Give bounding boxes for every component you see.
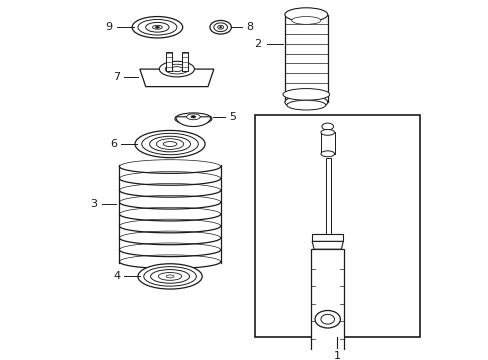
Ellipse shape	[156, 139, 183, 149]
Ellipse shape	[138, 264, 202, 289]
Ellipse shape	[314, 310, 340, 328]
Ellipse shape	[152, 25, 162, 29]
Ellipse shape	[163, 141, 177, 147]
Ellipse shape	[132, 17, 183, 38]
Ellipse shape	[186, 114, 200, 120]
Ellipse shape	[217, 25, 223, 29]
Bar	[166, 51, 172, 71]
Ellipse shape	[213, 23, 227, 32]
Polygon shape	[140, 69, 213, 87]
Ellipse shape	[320, 151, 334, 157]
Text: 3: 3	[90, 199, 98, 210]
Ellipse shape	[145, 22, 169, 32]
Ellipse shape	[219, 27, 221, 28]
Bar	[310, 249, 344, 354]
Ellipse shape	[285, 8, 327, 21]
Text: 7: 7	[113, 72, 120, 82]
Ellipse shape	[159, 61, 194, 77]
Ellipse shape	[158, 273, 182, 280]
Ellipse shape	[143, 267, 196, 286]
Ellipse shape	[175, 113, 211, 125]
Ellipse shape	[171, 67, 183, 72]
Ellipse shape	[209, 21, 231, 34]
Text: 2: 2	[254, 39, 261, 49]
Text: 4: 4	[113, 271, 120, 282]
Ellipse shape	[291, 17, 320, 24]
Bar	[311, 234, 343, 241]
Ellipse shape	[165, 64, 188, 74]
Ellipse shape	[138, 19, 177, 35]
Polygon shape	[311, 241, 343, 249]
Ellipse shape	[283, 89, 329, 100]
Text: 1: 1	[333, 351, 340, 360]
Text: 9: 9	[105, 22, 112, 32]
Text: 6: 6	[110, 139, 117, 149]
Ellipse shape	[155, 26, 159, 28]
Ellipse shape	[149, 136, 190, 152]
Ellipse shape	[135, 130, 204, 158]
Polygon shape	[176, 117, 210, 126]
Ellipse shape	[142, 133, 198, 155]
Ellipse shape	[286, 100, 325, 110]
Bar	[320, 132, 334, 154]
Ellipse shape	[320, 314, 334, 324]
Ellipse shape	[320, 130, 334, 135]
Bar	[325, 158, 330, 235]
Ellipse shape	[285, 95, 327, 109]
Text: 8: 8	[246, 22, 253, 32]
Ellipse shape	[191, 116, 195, 118]
Bar	[285, 15, 327, 102]
Text: 5: 5	[228, 112, 235, 122]
Bar	[182, 51, 187, 71]
Ellipse shape	[321, 123, 333, 130]
Ellipse shape	[150, 270, 189, 283]
Ellipse shape	[166, 275, 174, 278]
Bar	[254, 115, 419, 337]
